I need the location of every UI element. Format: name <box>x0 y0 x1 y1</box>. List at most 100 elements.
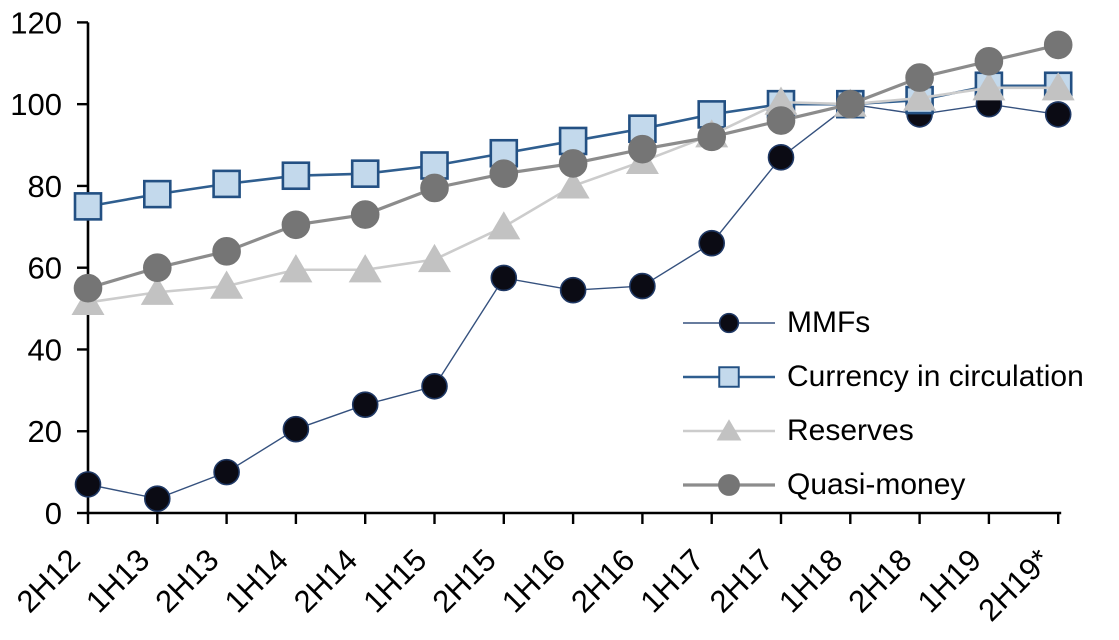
mmfs-marker <box>490 264 518 292</box>
x-tick-label: 1H15 <box>356 542 433 619</box>
y-tick-label: 100 <box>10 87 62 122</box>
currency-in-circulation-marker <box>718 366 740 388</box>
legend-label-mmfs: MMFs <box>787 306 871 339</box>
mmfs-marker <box>629 272 656 300</box>
x-tick-label-group: 2H18 <box>841 542 918 619</box>
currency-in-circulation-marker <box>212 169 241 199</box>
x-tick-label-group: 1H15 <box>356 542 433 619</box>
x-tick-label-group: 1H17 <box>633 542 710 619</box>
reserves-marker <box>972 72 1006 101</box>
mmfs-marker <box>213 458 240 486</box>
reserves-marker <box>487 211 521 240</box>
reserves-marker <box>279 254 313 283</box>
currency-in-circulation-marker <box>281 161 311 191</box>
reserves-marker <box>210 270 244 299</box>
quasi-money-marker <box>73 273 103 303</box>
x-tick-label-group: 2H12 <box>10 542 87 619</box>
y-tick-label: 20 <box>28 414 62 449</box>
quasi-money-marker <box>558 149 588 178</box>
mmfs-marker <box>767 144 795 171</box>
quasi-money-marker <box>905 63 934 92</box>
legend-label-currency: Currency in circulation <box>787 360 1084 393</box>
x-tick-label-group: 2H17 <box>703 542 780 619</box>
x-tick-label-group: 2H14 <box>287 542 364 619</box>
x-tick-label: 2H12 <box>10 542 87 619</box>
quasi-money-marker <box>974 46 1004 76</box>
quasi-money-marker <box>628 134 657 164</box>
mmfs-line-marker-icon <box>683 306 775 340</box>
quasi-money-legend-swatch <box>683 474 775 496</box>
mmfs-marker <box>718 312 740 334</box>
legend-label-reserves: Reserves <box>787 414 914 447</box>
y-tick-label: 120 <box>10 5 62 40</box>
quasi-money-marker <box>1043 30 1073 60</box>
reserves-line-marker-icon <box>683 414 775 448</box>
series-quasi-money <box>73 30 1073 303</box>
quasi-money-marker <box>697 122 727 152</box>
x-tick-label: 1H16 <box>495 542 572 619</box>
mmfs-marker <box>144 485 171 512</box>
x-tick-label-group: 1H18 <box>772 542 849 619</box>
reserves-marker <box>1041 72 1075 101</box>
reserves-marker <box>556 170 590 199</box>
quasi-money-marker <box>420 173 449 203</box>
x-tick-label-group: 1H13 <box>79 542 156 619</box>
currency-in-circulation-marker <box>143 179 172 209</box>
quasi-money-marker <box>212 237 241 266</box>
mmfs-marker <box>74 471 102 498</box>
currency-in-circulation-legend-swatch <box>683 366 775 388</box>
legend-item-reserves: Reserves <box>683 404 1084 458</box>
quasi-money-marker <box>143 253 172 283</box>
quasi-money-marker <box>350 200 380 229</box>
mmfs-marker <box>559 276 587 304</box>
legend-item-currency-in-circulation: Currency in circulation <box>683 350 1084 404</box>
quasi-money-marker <box>766 106 796 135</box>
reserves-marker <box>716 419 742 441</box>
chart-legend: MMFs Currency in circulation Reserves Qu… <box>683 296 1084 512</box>
legend-item-mmfs: MMFs <box>683 296 1084 350</box>
legend-label-quasi-money: Quasi-money <box>787 468 966 501</box>
mmfs-marker <box>421 372 448 400</box>
mmfs-marker <box>698 229 726 257</box>
currency-in-circulation-marker <box>489 138 519 168</box>
x-tick-label: 2H19* <box>971 542 1057 628</box>
x-tick-label: 1H17 <box>633 542 710 619</box>
quasi-money-line-marker-icon <box>683 468 775 502</box>
x-tick-label-group: 1H16 <box>495 542 572 619</box>
x-tick-label: 2H14 <box>287 542 364 619</box>
x-tick-label: 2H13 <box>148 542 225 619</box>
reserves-marker <box>140 276 174 305</box>
currency-line-marker-icon <box>683 360 775 394</box>
quasi-money-marker <box>281 210 311 240</box>
mmfs-marker <box>282 415 310 443</box>
x-tick-label: 2H15 <box>426 542 503 619</box>
y-tick-label: 80 <box>28 169 62 204</box>
quasi-money-marker <box>835 89 865 119</box>
mmfs-marker <box>1044 101 1072 128</box>
x-tick-label-group: 2H19* <box>971 542 1057 628</box>
mmfs-marker <box>351 391 379 418</box>
currency-in-circulation-marker <box>73 192 103 221</box>
mmfs-legend-swatch <box>683 312 775 334</box>
reserves-marker <box>764 86 798 115</box>
legend-item-quasi-money: Quasi-money <box>683 458 1084 512</box>
x-tick-label-group: 2H15 <box>426 542 503 619</box>
x-tick-label: 1H13 <box>79 542 156 619</box>
reserves-marker <box>418 243 451 273</box>
y-tick-label: 40 <box>28 332 62 367</box>
x-tick-label: 2H17 <box>703 542 780 619</box>
x-tick-label: 2H16 <box>564 542 641 619</box>
x-tick-label-group: 2H13 <box>148 542 225 619</box>
x-tick-label: 1H18 <box>772 542 849 619</box>
quasi-money-marker <box>489 159 519 188</box>
reserves-marker <box>348 254 382 283</box>
x-tick-label: 2H18 <box>841 542 918 619</box>
x-tick-label: 1H14 <box>218 542 295 619</box>
reserves-marker <box>903 82 937 111</box>
x-tick-label-group: 2H16 <box>564 542 641 619</box>
quasi-money-marker <box>718 474 740 496</box>
y-tick-label: 60 <box>28 251 62 286</box>
reserves-legend-swatch <box>683 419 775 441</box>
x-tick-label-group: 1H14 <box>218 542 295 619</box>
